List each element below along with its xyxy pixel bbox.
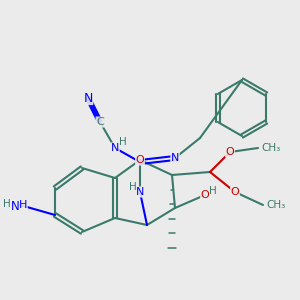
Text: H: H	[129, 182, 137, 192]
Text: N: N	[111, 143, 119, 153]
Text: H: H	[19, 200, 27, 210]
Text: N: N	[83, 92, 93, 104]
Text: N: N	[136, 187, 144, 197]
Text: CH₃: CH₃	[266, 200, 285, 210]
Text: O: O	[231, 187, 239, 197]
Text: H: H	[3, 199, 11, 209]
Text: O: O	[226, 147, 234, 157]
Text: H: H	[209, 186, 217, 196]
Text: N: N	[11, 200, 20, 212]
Text: CH₃: CH₃	[261, 143, 280, 153]
Text: N: N	[171, 153, 179, 163]
Text: C: C	[96, 117, 104, 127]
Text: H: H	[119, 137, 127, 147]
Text: O: O	[201, 190, 209, 200]
Text: O: O	[136, 155, 144, 165]
